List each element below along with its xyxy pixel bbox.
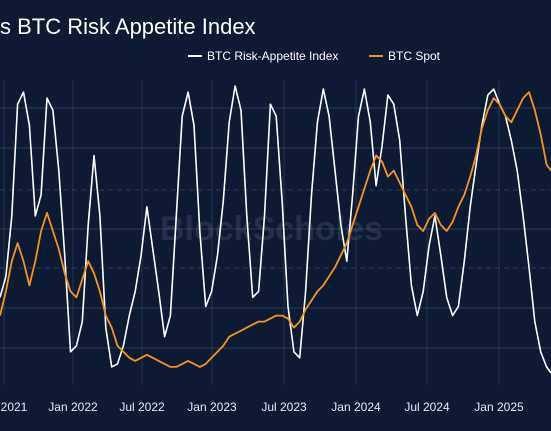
legend-label-index: BTC Risk-Appetite Index — [207, 49, 338, 63]
x-tick-label: Jan 2022 — [48, 400, 98, 414]
chart-title: s BTC Risk Appetite Index — [0, 14, 256, 39]
x-tick-label: Jul 2022 — [119, 400, 165, 414]
watermark: BlockScholes — [160, 210, 383, 248]
series-group — [0, 85, 551, 374]
series-line-btc-spot — [0, 91, 551, 368]
x-tick-label: Jul 2024 — [404, 400, 450, 414]
x-tick-label: Jan 2023 — [187, 400, 237, 414]
x-tick-label: 2021 — [1, 400, 28, 414]
legend-label-spot: BTC Spot — [388, 49, 441, 63]
x-tick-label: Jan 2024 — [331, 400, 381, 414]
legend: BTC Risk-Appetite Index BTC Spot — [188, 49, 441, 63]
x-tick-label: Jul 2023 — [261, 400, 307, 414]
series-line-risk-appetite-index — [0, 85, 551, 374]
x-tick-label: Jan 2025 — [474, 400, 524, 414]
x-axis-ticks: 2021 Jan 2022 Jul 2022 Jan 2023 Jul 2023 Jan … — [1, 400, 524, 414]
